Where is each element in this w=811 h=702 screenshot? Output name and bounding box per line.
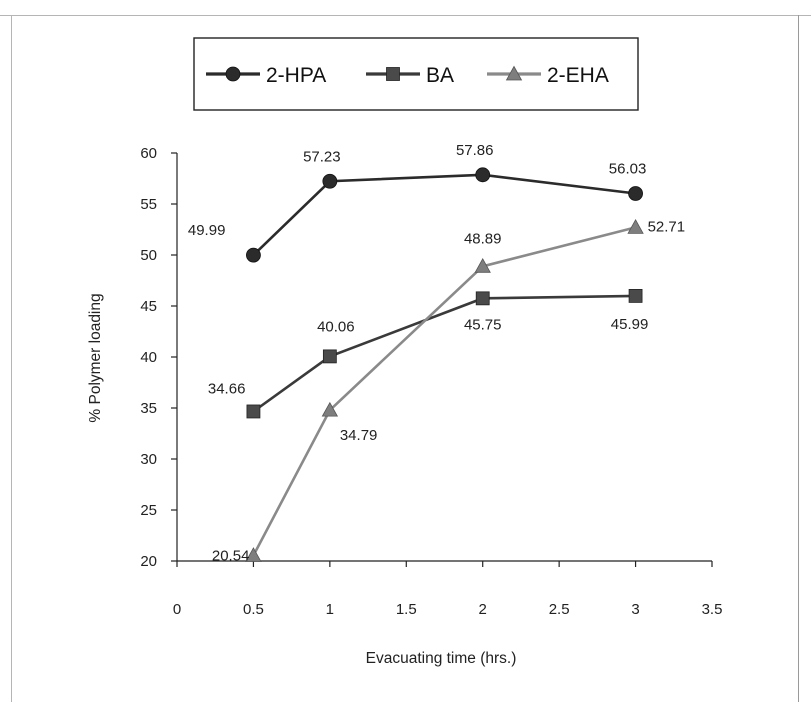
- series-line-2-eha: [252, 226, 636, 557]
- data-label-2-eha: 52.71: [648, 218, 686, 235]
- x-tick-label: 3.5: [702, 601, 723, 618]
- x-tick-label: 0.5: [243, 601, 264, 618]
- series-ba: [246, 289, 643, 419]
- legend-marker-2-eha: [505, 65, 523, 81]
- legend-marker-ba: [386, 67, 400, 81]
- data-label-ba: 45.75: [464, 316, 502, 333]
- series-2-eha: [245, 219, 644, 562]
- x-axis-title: Evacuating time (hrs.): [366, 650, 517, 667]
- axes: 20 25 30 35 40 45 50 55 60 0 0.5 1 1.5 2 2.5 3 3.5: [140, 145, 722, 618]
- data-point-2-hpa: [475, 167, 491, 183]
- data-label-2-hpa: 57.23: [303, 148, 341, 165]
- data-point-2-eha: [474, 257, 491, 273]
- data-label-ba: 45.99: [611, 316, 649, 333]
- data-label-2-hpa: 56.03: [609, 160, 647, 177]
- data-point-2-eha: [245, 547, 262, 562]
- data-point-2-hpa: [246, 247, 261, 263]
- y-tick-label: 60: [140, 145, 157, 162]
- frame-right-border: [798, 15, 799, 702]
- data-label-ba: 34.66: [208, 380, 246, 397]
- legend-label-2-hpa: 2-HPA: [266, 64, 326, 87]
- data-label-2-eha: 34.79: [340, 427, 378, 444]
- y-tick-label: 35: [140, 400, 157, 417]
- data-point-ba: [475, 291, 490, 306]
- data-point-ba: [322, 349, 337, 364]
- series-2-hpa: [246, 167, 643, 263]
- x-tick-label: 2: [479, 601, 487, 618]
- x-tick-label: 2.5: [549, 601, 570, 618]
- series-layer: [245, 167, 644, 562]
- y-tick-label: 40: [140, 349, 157, 366]
- frame-left-border: [11, 15, 12, 702]
- data-label-2-eha: 48.89: [464, 230, 502, 247]
- data-point-ba: [246, 404, 261, 419]
- y-tick-label: 45: [140, 298, 157, 315]
- x-tick-label: 1.5: [396, 601, 417, 618]
- data-point-ba: [628, 289, 643, 303]
- data-label-2-hpa: 57.86: [456, 142, 494, 159]
- data-label-2-hpa: 49.99: [188, 222, 226, 239]
- y-tick-label: 25: [140, 502, 157, 519]
- x-tick-label: 0: [173, 601, 181, 618]
- legend-marker-2-hpa: [225, 66, 241, 82]
- frame-top-border: [0, 15, 811, 16]
- legend-label-ba: BA: [426, 64, 454, 87]
- y-tick-label: 30: [140, 451, 157, 468]
- legend: 2-HPA BA 2-EHA: [193, 37, 639, 111]
- series-line-ba: [252, 294, 636, 413]
- legend-label-2-eha: 2-EHA: [547, 64, 609, 87]
- y-tick-label: 50: [140, 247, 157, 264]
- y-tick-label: 20: [140, 553, 157, 570]
- data-point-2-hpa: [322, 173, 338, 189]
- y-tick-label: 55: [140, 196, 157, 213]
- data-labels: 49.99 57.23 57.86 56.03 34.66 40.06 45.75 45.99…: [188, 142, 685, 565]
- x-tick-label: 1: [326, 601, 334, 618]
- data-point-2-hpa: [628, 186, 643, 201]
- y-axis-title: % Polymer loading: [87, 293, 104, 422]
- series-line-2-hpa: [252, 173, 636, 257]
- data-label-ba: 40.06: [317, 318, 355, 335]
- data-point-2-eha: [627, 219, 644, 234]
- x-tick-label: 3: [631, 601, 639, 618]
- data-label-2-eha: 20.54: [212, 547, 250, 564]
- data-point-2-eha: [321, 401, 339, 417]
